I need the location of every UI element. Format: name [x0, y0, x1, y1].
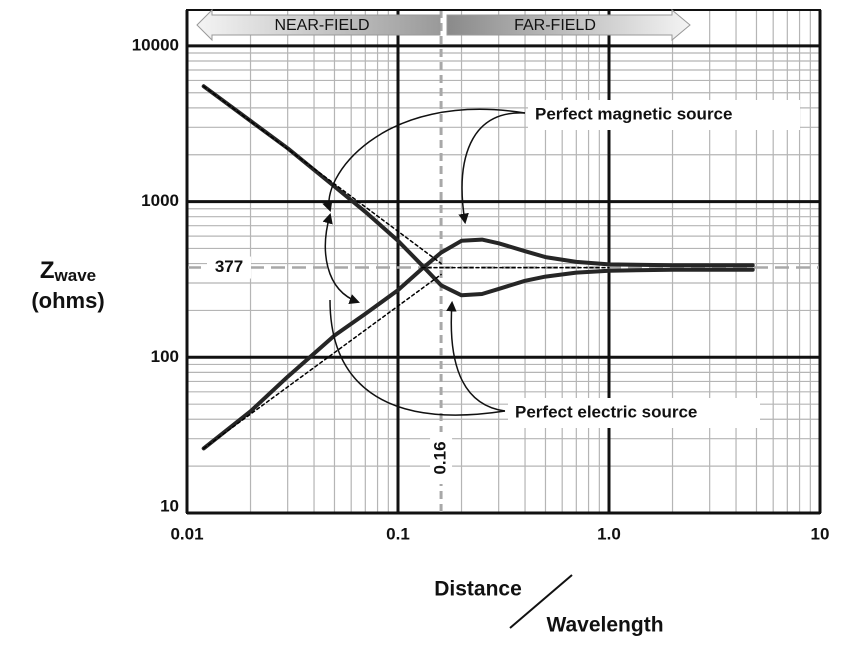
- annotation-arrow: [329, 299, 506, 416]
- far-field-label: FAR-FIELD: [514, 17, 596, 34]
- x-axis-slash: [509, 574, 573, 629]
- reference-label: 0.16: [431, 441, 450, 474]
- series-line: [202, 273, 442, 450]
- x-tick-label: 1.0: [597, 524, 621, 543]
- annotation: Perfect electric source: [515, 402, 697, 421]
- annotation-bg: [508, 398, 760, 428]
- plot-frame: [186, 9, 821, 514]
- near-field-arrow: [196, 8, 441, 42]
- annotation-arrow: [446, 300, 506, 412]
- reference-label-bg: [207, 256, 251, 279]
- plot: 377 0.16: [187, 10, 820, 513]
- annotation: Perfect magnetic source: [535, 104, 732, 123]
- series-line: [201, 237, 755, 451]
- x-axis-denominator: Wavelength: [546, 614, 663, 637]
- y-subscript: wave: [54, 266, 97, 285]
- annotation-arrow: [458, 112, 526, 225]
- y-tick-label: 10000: [132, 35, 179, 54]
- x-tick-label: 10: [811, 524, 830, 543]
- series-line: [202, 85, 442, 265]
- near-field-label: NEAR-FIELD: [274, 17, 369, 34]
- series-line: [201, 84, 755, 298]
- y-axis-unit: (ohms): [31, 288, 104, 313]
- x-axis-numerator: Distance: [434, 578, 522, 601]
- y-tick-label: 100: [151, 347, 179, 366]
- grid: [185, 10, 822, 515]
- y-tick-label: 10: [160, 496, 179, 515]
- reference-label-bg: [430, 432, 453, 484]
- x-tick-label: 0.1: [386, 524, 410, 543]
- x-tick-label: 0.01: [170, 524, 203, 543]
- y-tick-label: 1000: [141, 191, 179, 210]
- annotation-bg: [528, 100, 800, 130]
- y-axis-title: Zwave: [40, 257, 96, 285]
- annotation-arrow: [322, 108, 526, 212]
- far-field-arrow: [446, 8, 691, 42]
- annotation-arrow: [322, 212, 360, 305]
- reference-label: 377: [215, 257, 243, 276]
- y-symbol: Z: [40, 257, 55, 284]
